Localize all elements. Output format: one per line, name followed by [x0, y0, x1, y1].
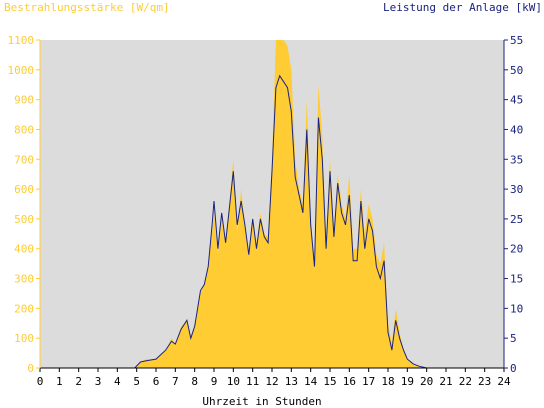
x-tick-label: 21 — [439, 375, 452, 388]
x-tick-label: 6 — [153, 375, 160, 388]
y-right-tick-label: 55 — [510, 34, 523, 47]
y-left-tick-label: 200 — [14, 302, 34, 315]
x-tick-label: 1 — [56, 375, 63, 388]
y-left-tick-label: 600 — [14, 183, 34, 196]
y-left-tick-label: 1100 — [8, 34, 35, 47]
x-tick-label: 15 — [323, 375, 336, 388]
y-left-tick-label: 300 — [14, 273, 34, 286]
y-left-tick-label: 500 — [14, 213, 34, 226]
y-left-tick-label: 800 — [14, 123, 34, 136]
x-tick-label: 7 — [172, 375, 179, 388]
y-left-tick-label: 900 — [14, 94, 34, 107]
x-tick-label: 17 — [362, 375, 375, 388]
x-tick-label: 11 — [246, 375, 259, 388]
y-right-tick-label: 20 — [510, 243, 523, 256]
x-tick-label: 22 — [459, 375, 472, 388]
y-left-tick-label: 1000 — [8, 64, 35, 77]
y-left-tick-label: 0 — [27, 362, 34, 375]
right-axis-title: Leistung der Anlage [kW] — [383, 1, 542, 14]
y-right-tick-label: 5 — [510, 332, 517, 345]
power-line — [40, 74, 504, 369]
x-tick-label: 8 — [191, 375, 198, 388]
x-tick-label: 18 — [381, 375, 394, 388]
x-tick-label: 14 — [304, 375, 318, 388]
y-right-tick-label: 50 — [510, 64, 523, 77]
x-tick-label: 19 — [401, 375, 414, 388]
y-right-tick-label: 0 — [510, 362, 517, 375]
irradiance-area — [40, 40, 504, 368]
x-tick-label: 2 — [75, 375, 82, 388]
y-left-tick-label: 700 — [14, 153, 34, 166]
x-tick-label: 20 — [420, 375, 433, 388]
x-tick-label: 5 — [133, 375, 140, 388]
x-tick-label: 12 — [265, 375, 278, 388]
x-tick-label: 23 — [478, 375, 491, 388]
x-tick-label: 4 — [114, 375, 121, 388]
y-right-tick-label: 25 — [510, 213, 523, 226]
x-tick-label: 10 — [227, 375, 240, 388]
left-axis-title: Bestrahlungsstärke [W/qm] — [4, 1, 170, 14]
y-left-tick-label: 400 — [14, 243, 34, 256]
y-right-tick-label: 30 — [510, 183, 523, 196]
y-left-tick-label: 100 — [14, 332, 34, 345]
y-right-tick-label: 45 — [510, 94, 523, 107]
x-tick-label: 24 — [497, 375, 511, 388]
x-axis-title: Uhrzeit in Stunden — [202, 395, 321, 408]
y-right-tick-label: 10 — [510, 302, 523, 315]
x-tick-label: 3 — [95, 375, 102, 388]
y-right-tick-label: 15 — [510, 273, 523, 286]
x-tick-label: 13 — [285, 375, 298, 388]
y-right-tick-label: 40 — [510, 123, 523, 136]
x-tick-label: 0 — [37, 375, 44, 388]
x-tick-label: 9 — [211, 375, 218, 388]
x-tick-label: 16 — [343, 375, 356, 388]
y-right-tick-label: 35 — [510, 153, 523, 166]
